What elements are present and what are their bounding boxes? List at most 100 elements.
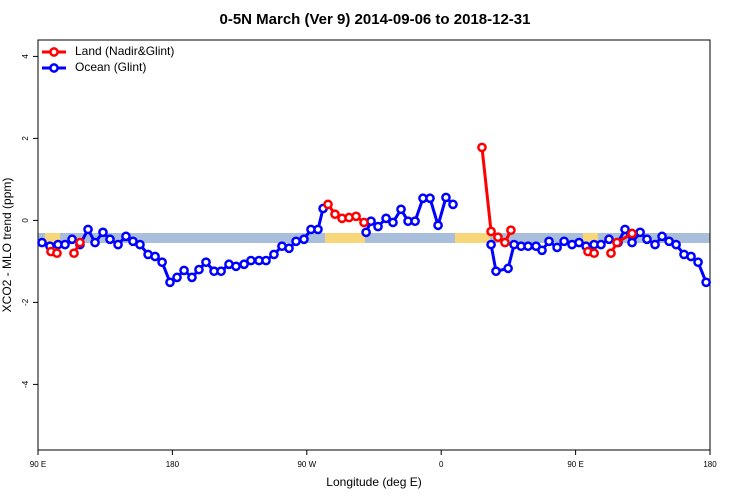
land-band [45, 233, 60, 243]
point [627, 237, 637, 248]
point [657, 231, 667, 242]
point [135, 239, 145, 250]
y-tick-label: -4 [21, 380, 30, 388]
point [330, 209, 340, 220]
point [269, 249, 279, 260]
point [37, 237, 47, 248]
point [165, 277, 175, 288]
legend-label: Land (Nadir&Glint) [75, 44, 174, 58]
point [83, 224, 93, 235]
point [179, 265, 189, 276]
point [284, 243, 294, 254]
point [433, 220, 443, 231]
point [75, 237, 85, 248]
point [113, 239, 123, 250]
chart-title: 0-5N March (Ver 9) 2014-09-06 to 2018-12… [219, 11, 530, 28]
y-tick-label: -2 [21, 298, 30, 306]
point [686, 251, 696, 262]
point [388, 217, 398, 228]
point [67, 234, 77, 245]
point [491, 266, 501, 277]
point [157, 257, 167, 268]
point [701, 277, 711, 288]
point [493, 232, 503, 243]
point [194, 264, 204, 275]
legend-marker [49, 63, 59, 73]
point [239, 259, 249, 270]
point [544, 236, 554, 247]
ocean-band [38, 233, 710, 243]
point [90, 237, 100, 248]
point [523, 241, 533, 252]
point [373, 221, 383, 232]
x-tick-label: 0 [439, 460, 444, 469]
point [486, 239, 496, 250]
point [486, 226, 496, 237]
point [313, 224, 323, 235]
point [559, 236, 569, 247]
point [150, 251, 160, 262]
point [351, 211, 361, 222]
y-tick-label: 4 [21, 54, 30, 59]
x-tick-label: 180 [166, 460, 180, 469]
point [172, 272, 182, 283]
land-band [455, 233, 490, 243]
point [52, 248, 62, 259]
point [121, 231, 131, 242]
point [216, 266, 226, 277]
point [98, 227, 108, 238]
x-tick-label: 90 E [567, 460, 583, 469]
point [506, 225, 516, 236]
point [448, 199, 458, 210]
legend-marker [49, 47, 59, 57]
point [537, 245, 547, 256]
point [359, 217, 369, 228]
point [410, 216, 420, 227]
y-axis-label: XCO2 - MLO trend (ppm) [0, 178, 14, 313]
x-tick-label: 90 W [297, 460, 316, 469]
point [187, 272, 197, 283]
point [635, 227, 645, 238]
point [589, 248, 599, 259]
point [606, 248, 616, 259]
point [261, 255, 271, 266]
point [612, 237, 622, 248]
point [671, 239, 681, 250]
point [650, 239, 660, 250]
x-tick-label: 90 E [30, 460, 46, 469]
y-tick-label: 0 [21, 218, 30, 223]
point [323, 199, 333, 210]
point [574, 237, 584, 248]
land-band [325, 233, 365, 243]
point [604, 234, 614, 245]
point [201, 257, 211, 268]
point [596, 239, 606, 250]
point [503, 263, 513, 274]
point [396, 204, 406, 215]
point [552, 242, 562, 253]
point [291, 236, 301, 247]
x-tick-label: 180 [703, 460, 717, 469]
point [477, 142, 487, 153]
point [231, 261, 241, 272]
point [381, 213, 391, 224]
point [620, 224, 630, 235]
point [627, 228, 637, 239]
point [299, 234, 309, 245]
x-axis-label: Longitude (deg E) [326, 475, 421, 489]
point [441, 192, 451, 203]
point [105, 234, 115, 245]
point [425, 193, 435, 204]
point [361, 227, 371, 238]
point [500, 237, 510, 248]
legend-label: Ocean (Glint) [75, 60, 146, 74]
point [246, 255, 256, 266]
point [60, 239, 70, 250]
point [642, 234, 652, 245]
point [693, 257, 703, 268]
point [69, 248, 79, 259]
land-band [583, 233, 598, 243]
surface-band [38, 233, 710, 243]
y-tick-label: 2 [21, 136, 30, 141]
